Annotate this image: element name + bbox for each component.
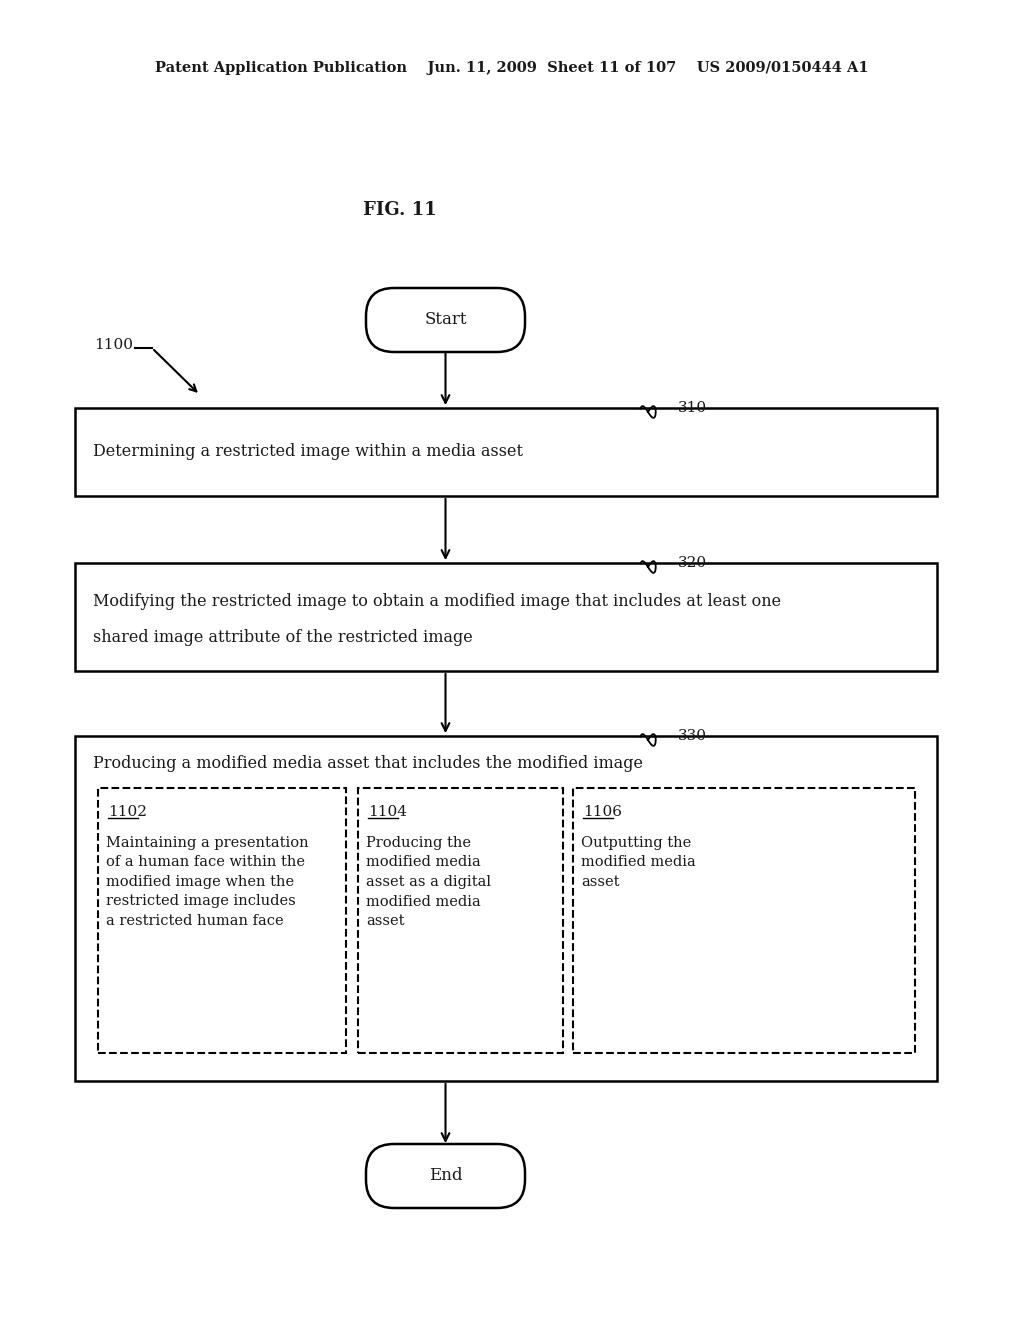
FancyBboxPatch shape (573, 788, 915, 1053)
Text: Modifying the restricted image to obtain a modified image that includes at least: Modifying the restricted image to obtain… (93, 593, 781, 610)
FancyBboxPatch shape (366, 1144, 525, 1208)
Text: Producing the
modified media
asset as a digital
modified media
asset: Producing the modified media asset as a … (366, 836, 490, 928)
FancyBboxPatch shape (358, 788, 563, 1053)
Text: 310: 310 (678, 401, 708, 414)
FancyBboxPatch shape (75, 564, 937, 671)
Text: Outputting the
modified media
asset: Outputting the modified media asset (581, 836, 695, 888)
Text: shared image attribute of the restricted image: shared image attribute of the restricted… (93, 630, 473, 647)
Text: Producing a modified media asset that includes the modified image: Producing a modified media asset that in… (93, 755, 643, 771)
Text: FIG. 11: FIG. 11 (364, 201, 437, 219)
FancyBboxPatch shape (75, 737, 937, 1081)
Text: Maintaining a presentation
of a human face within the
modified image when the
re: Maintaining a presentation of a human fa… (106, 836, 308, 928)
Text: 1100: 1100 (94, 338, 133, 352)
Text: Start: Start (424, 312, 467, 329)
Text: End: End (429, 1167, 462, 1184)
Text: 1104: 1104 (368, 805, 407, 818)
FancyBboxPatch shape (75, 408, 937, 496)
Text: 320: 320 (678, 556, 708, 570)
Text: 1102: 1102 (108, 805, 147, 818)
Text: 330: 330 (678, 729, 707, 743)
FancyBboxPatch shape (98, 788, 346, 1053)
FancyBboxPatch shape (366, 288, 525, 352)
Text: 1106: 1106 (583, 805, 622, 818)
Text: Patent Application Publication    Jun. 11, 2009  Sheet 11 of 107    US 2009/0150: Patent Application Publication Jun. 11, … (156, 61, 868, 75)
Text: Determining a restricted image within a media asset: Determining a restricted image within a … (93, 444, 523, 461)
